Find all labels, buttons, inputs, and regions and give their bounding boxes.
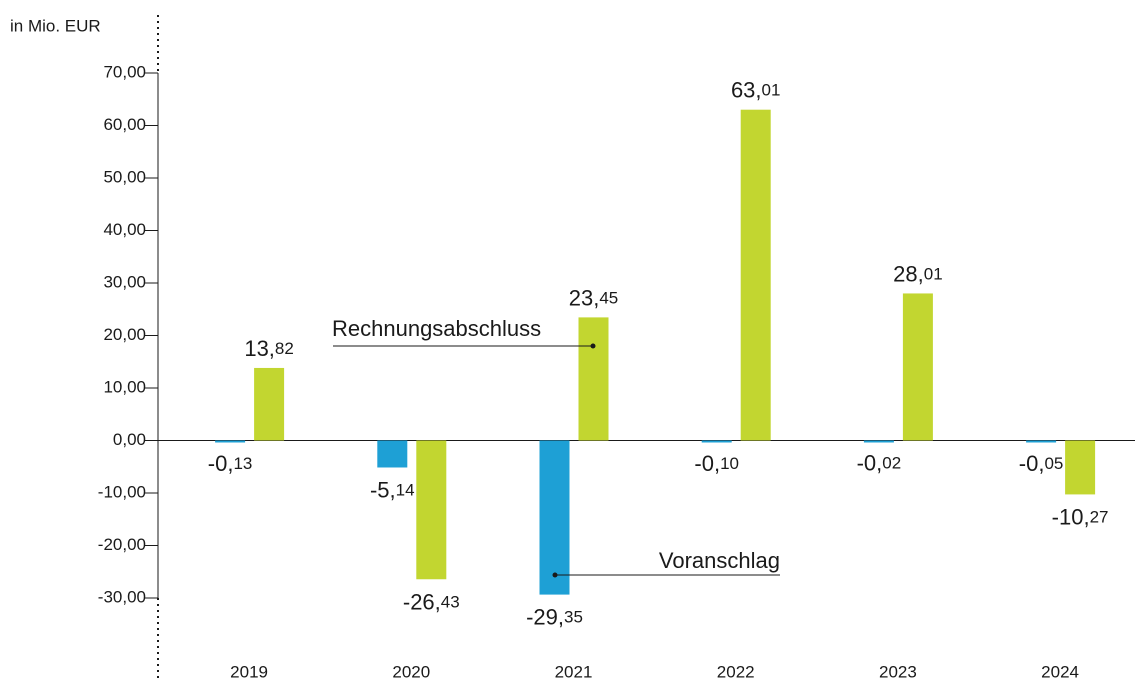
bar — [1026, 440, 1057, 443]
y-tick-label: 30,00 — [103, 272, 146, 291]
value-label: 63,01 — [731, 78, 781, 103]
value-label: 13,82 — [244, 336, 294, 361]
legend-label: Rechnungsabschluss — [332, 316, 541, 341]
y-tick-label: -30,00 — [98, 587, 146, 606]
bar — [578, 317, 609, 441]
bar — [254, 367, 285, 441]
value-label: 23,45 — [569, 285, 619, 310]
y-tick-label: 10,00 — [103, 377, 146, 396]
bar — [416, 440, 447, 580]
x-tick-label: 2022 — [717, 662, 755, 681]
x-tick-label: 2019 — [230, 662, 268, 681]
y-tick-label: 50,00 — [103, 167, 146, 186]
value-label: -5,14 — [370, 477, 415, 502]
bar — [902, 293, 933, 441]
value-label: -0,05 — [1019, 451, 1064, 476]
legend-dot — [552, 572, 558, 578]
y-axis-title: in Mio. EUR — [10, 16, 101, 35]
bar — [539, 440, 570, 595]
y-tick-label: 0,00 — [113, 430, 146, 449]
y-tick-label: -20,00 — [98, 535, 146, 554]
value-label: -26,43 — [403, 589, 460, 614]
x-tick-label: 2020 — [392, 662, 430, 681]
value-label: -0,10 — [694, 451, 739, 476]
value-label: -0,02 — [857, 450, 902, 475]
y-tick-label: -10,00 — [98, 482, 146, 501]
y-tick-label: 20,00 — [103, 325, 146, 344]
legend-dot — [590, 343, 596, 349]
bar — [740, 109, 771, 441]
bar — [377, 440, 408, 468]
x-tick-label: 2021 — [555, 662, 593, 681]
value-label: 28,01 — [893, 261, 943, 286]
bar — [863, 440, 894, 443]
bar — [701, 440, 732, 443]
value-label: -10,27 — [1052, 504, 1109, 529]
y-tick-label: 70,00 — [103, 62, 146, 81]
value-label: -29,35 — [526, 604, 583, 629]
legend-label: Voranschlag — [659, 548, 780, 573]
value-label: -0,13 — [208, 451, 253, 476]
bar — [1065, 440, 1096, 495]
x-tick-label: 2024 — [1041, 662, 1079, 681]
y-tick-label: 40,00 — [103, 220, 146, 239]
y-tick-label: 60,00 — [103, 115, 146, 134]
x-tick-label: 2023 — [879, 662, 917, 681]
bar — [215, 440, 246, 443]
